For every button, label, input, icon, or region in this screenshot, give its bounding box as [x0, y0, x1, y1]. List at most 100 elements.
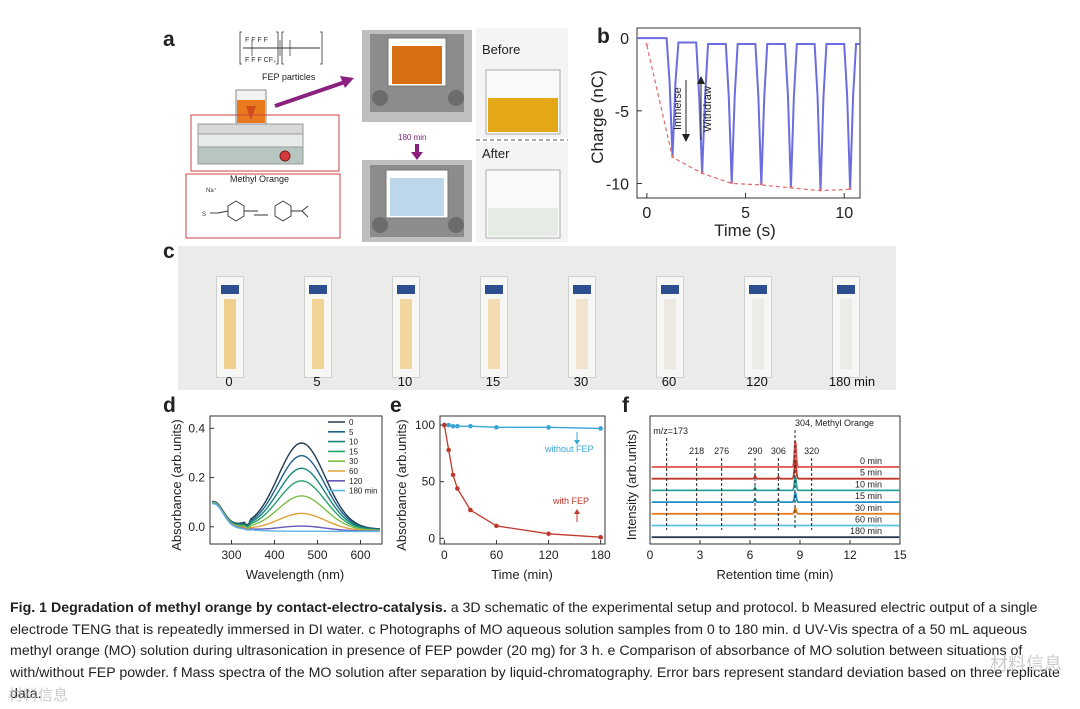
chart-b-xtick-label: 10: [835, 205, 853, 222]
chart-f-trace-15 min: [651, 490, 900, 503]
chart-f-xlabel: Retention time (min): [716, 567, 833, 582]
chart-f-ylabel: Intensity (arb.units): [624, 430, 639, 541]
chart-b-series-charge: [637, 37, 860, 191]
chart-f-marker-label: 306: [771, 446, 786, 456]
chart-f-xtick-label: 15: [893, 548, 907, 562]
chart-e-ytick-label: 0: [428, 531, 435, 545]
cuvette-liquid: [224, 299, 236, 369]
na-label: Na⁺: [206, 187, 217, 194]
mo-label: Methyl Orange: [230, 174, 289, 184]
chart-e-xtick-label: 0: [441, 548, 448, 562]
chart-b-xlabel: Time (s): [714, 221, 776, 240]
chart-e-point: [546, 425, 551, 430]
chart-f-trace-label: 15 min: [855, 491, 882, 501]
panel-letter-e: e: [390, 394, 402, 417]
label-with-fep: with FEP: [552, 496, 589, 506]
chart-b-frame: [636, 27, 861, 199]
panel-letter-b: b: [597, 25, 610, 48]
cuvette-liquid: [400, 299, 412, 369]
chart-f-trace-label: 60 min: [855, 515, 882, 525]
after-label: After: [482, 146, 510, 161]
chart-e-point: [446, 422, 451, 428]
chart-e-series-with FEP: [443, 424, 601, 538]
chart-d-legend-label: 30: [349, 457, 358, 466]
chart-b-envelope-point: *: [645, 41, 649, 52]
chart-b-xtick-label: 0: [642, 205, 651, 222]
cuvette-cap: [309, 285, 327, 294]
chart-f-xtick-label: 12: [843, 548, 857, 562]
chart-d-series-5: [212, 454, 380, 530]
caption-body: a 3D schematic of the experimental setup…: [10, 600, 1060, 702]
cuvette-cap: [485, 285, 503, 294]
chart-b-envelope-point: *: [819, 187, 823, 198]
cuvette-1: [304, 276, 332, 378]
chart-f-trace-30 min: [651, 506, 900, 515]
panel-letter-a: a: [163, 28, 175, 51]
chart-e-point: [446, 447, 451, 453]
fep-formula: F F F F F F F CF₃: [239, 31, 323, 65]
cuvette-liquid: [488, 299, 500, 369]
cuvette-5: [656, 276, 684, 378]
formula-top: F F F F: [245, 37, 268, 44]
chart-b: 0 5 10 0 -5 -10 * * * * * * * * Time (s) Charge (nC)…: [588, 27, 861, 240]
chart-e: 0 60 120 180 0 50 100 Time (min) Absorbance (a…: [394, 415, 611, 582]
chart-e-point: [546, 531, 551, 537]
chart-e-frame: [439, 415, 606, 545]
cuvette-0: [216, 276, 244, 378]
chart-f-trace-10 min: [651, 474, 900, 492]
chart-f-trace-label: 30 min: [855, 503, 882, 513]
chart-f-marker-label: 320: [804, 446, 819, 456]
svg-text:S: S: [202, 212, 206, 218]
chart-b-envelope-point: *: [700, 169, 704, 180]
chart-e-point: [598, 426, 603, 431]
cuvette-label-3: 15: [485, 374, 501, 389]
cuvette-label-2: 10: [397, 374, 413, 389]
chart-d-series-0: [212, 442, 380, 530]
cuvette-cap: [661, 285, 679, 294]
sonicator-before: [362, 30, 472, 122]
chart-e-point: [450, 472, 456, 478]
cuvette-liquid: [840, 299, 852, 369]
chart-d-legend-label: 0: [349, 418, 354, 427]
mo-structure: Na⁺ S: [202, 187, 309, 222]
chart-f-trace-label: 5 min: [860, 468, 882, 478]
chart-d-series-180 min: [212, 503, 380, 533]
chart-f-marker-label: 218: [689, 446, 704, 456]
cuvette-label-1: 5: [313, 374, 321, 389]
chart-d-xtick-label: 600: [350, 548, 370, 562]
chart-e-point: [494, 523, 499, 529]
chart-f-marker-label: 290: [747, 446, 762, 456]
chart-b-ytick-label: -5: [615, 104, 629, 121]
panel-c-photo: 0 5 10 15 30 60 120 180 min: [178, 246, 896, 390]
chart-d-xlabel: Wavelength (nm): [246, 567, 345, 582]
cuvette-cap: [221, 285, 239, 294]
cuvette-label-6: 120: [746, 374, 768, 389]
watermark-right: 材料信息: [990, 654, 1062, 674]
cuvette-liquid: [312, 299, 324, 369]
chart-d-series-10: [212, 467, 380, 531]
cuvette-label-5: 60: [661, 374, 677, 389]
chart-e-point: [494, 425, 499, 430]
watermark-left: 材料信息: [8, 687, 69, 704]
chart-e-point: [455, 486, 460, 491]
chart-d-legend-label: 10: [349, 438, 358, 447]
chart-d-frame: [209, 415, 383, 545]
chart-f-trace-label: 180 min: [850, 526, 882, 536]
chart-b-ytick-label: 0: [620, 31, 629, 48]
cuvette-6: [744, 276, 772, 378]
chart-d-series-30: [212, 495, 380, 532]
chart-f-marker-label: 304, Methyl Orange: [795, 418, 874, 428]
chart-b-ylabel: Charge (nC): [588, 70, 607, 164]
chart-f-xtick-label: 6: [747, 548, 754, 562]
before-label: Before: [482, 42, 520, 57]
annotation-withdraw: Withdraw: [702, 86, 714, 132]
chart-e-point: [455, 423, 460, 429]
chart-b-ytick-label: -10: [606, 176, 629, 193]
chart-f-trace-0 min: [651, 440, 900, 468]
chart-d-series-15: [212, 480, 380, 531]
chart-f-marker-label: m/z=173: [653, 426, 688, 436]
chart-d-legend-label: 180 min: [349, 487, 377, 496]
beaker-hotplate: [197, 89, 304, 165]
